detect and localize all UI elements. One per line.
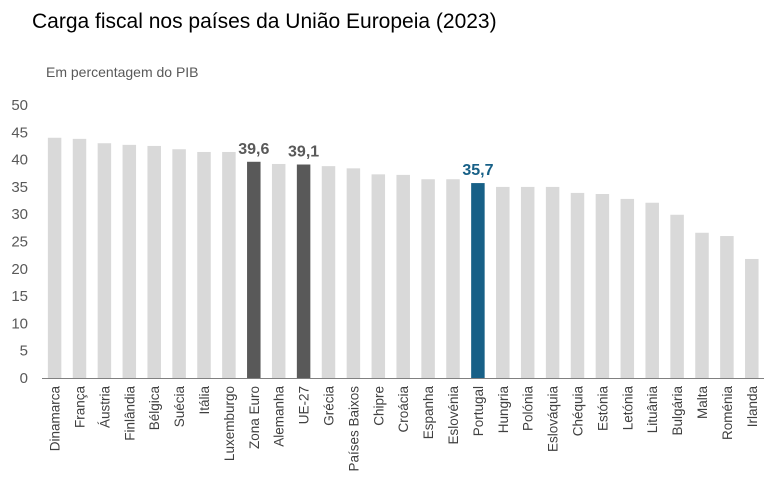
bar-Chéquia — [570, 192, 585, 378]
data-label: 35,7 — [462, 162, 493, 179]
x-tick-label: Bulgária — [670, 386, 685, 436]
x-tick-label: Bélgica — [147, 386, 162, 431]
y-tick-label: 50 — [11, 97, 28, 114]
x-tick-label: Portugal — [471, 386, 486, 436]
y-tick-label: 5 — [20, 343, 28, 360]
bar-Croácia — [396, 174, 410, 378]
bar-Suécia — [172, 149, 186, 378]
bar-França — [72, 138, 87, 378]
data-label: 39,1 — [288, 144, 319, 161]
x-tick-label: Grécia — [322, 386, 337, 426]
x-tick-label: Itália — [197, 386, 212, 415]
x-tick-label: Irlanda — [745, 386, 760, 428]
bar-Polónia — [520, 186, 535, 378]
y-tick-label: 30 — [11, 206, 28, 223]
x-tick-label: Alemanha — [272, 386, 287, 447]
bar-Bélgica — [147, 145, 161, 378]
bar-Malta — [695, 232, 709, 378]
bar-Letónia — [620, 198, 635, 378]
data-label: 39,6 — [238, 141, 269, 158]
x-tick-label: Países Baixos — [346, 386, 361, 472]
y-tick-label: 40 — [11, 152, 28, 169]
bar-Hungria — [496, 186, 510, 378]
bar-Alemanha — [271, 163, 286, 378]
x-tick-label: Áustria — [97, 386, 112, 429]
x-tick-label: Luxemburgo — [222, 386, 237, 461]
bar-Luxemburgo — [222, 151, 236, 378]
bar-Eslovénia — [446, 179, 460, 378]
x-tick-label: Finlândia — [122, 386, 137, 441]
x-tick-label: Suécia — [172, 386, 187, 428]
x-tick-label: Zona Euro — [247, 386, 262, 449]
x-tick-label: Estónia — [595, 386, 610, 432]
bar-Irlanda — [745, 258, 759, 378]
chart-title: Carga fiscal nos países da União Europei… — [32, 10, 497, 33]
bar-Bulgária — [670, 214, 684, 378]
x-tick-label: Letónia — [620, 386, 635, 431]
x-tick-label: Chipre — [371, 386, 386, 426]
x-tick-label: Malta — [695, 386, 710, 420]
x-tick-label: UE-27 — [297, 386, 312, 424]
x-tick-label: Espanha — [421, 386, 436, 440]
bar-Países Baixos — [346, 168, 361, 378]
x-tick-label: França — [73, 386, 88, 429]
bar-Lituânia — [645, 202, 659, 378]
x-tick-label: Lituânia — [645, 386, 660, 434]
bar-Espanha — [421, 179, 435, 378]
bar-UE-27 — [296, 164, 311, 378]
x-tick-label: Hungria — [496, 386, 511, 434]
y-tick-label: 20 — [11, 261, 28, 278]
bar-Portugal — [471, 183, 485, 378]
x-tick-label: Polónia — [521, 386, 536, 432]
bar-Estónia — [595, 193, 610, 378]
y-tick-label: 0 — [20, 370, 28, 387]
x-tick-label: Croácia — [396, 386, 411, 433]
y-tick-label: 10 — [11, 315, 28, 332]
x-tick-label: Eslováquia — [546, 386, 561, 453]
bar-Roménia — [720, 236, 734, 378]
x-tick-label: Eslovénia — [446, 386, 461, 445]
y-tick-label: 25 — [11, 234, 28, 251]
x-tick-label: Chéquia — [571, 386, 586, 437]
bar-Dinamarca — [47, 137, 62, 378]
bar-Chipre — [371, 174, 386, 378]
y-tick-label: 15 — [11, 288, 28, 305]
y-tick-label: 45 — [11, 124, 28, 141]
x-tick-label: Roménia — [720, 386, 735, 441]
y-tick-label: 35 — [11, 179, 28, 196]
bar-Grécia — [321, 166, 336, 378]
chart-subtitle: Em percentagem do PIB — [46, 64, 199, 80]
bar-Zona Euro — [247, 161, 261, 378]
bar-Eslováquia — [545, 186, 560, 378]
x-tick-label: Dinamarca — [48, 386, 63, 452]
bar-Itália — [197, 151, 211, 378]
bar-Áustria — [97, 143, 112, 378]
bar-Finlândia — [122, 144, 137, 378]
